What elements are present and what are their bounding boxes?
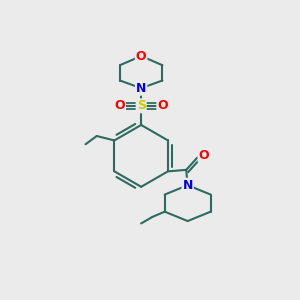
Text: N: N	[182, 179, 193, 192]
Text: S: S	[137, 99, 146, 112]
Text: N: N	[136, 82, 146, 95]
Text: O: O	[114, 99, 125, 112]
Text: O: O	[199, 149, 209, 162]
Text: O: O	[157, 99, 168, 112]
Text: O: O	[136, 50, 146, 62]
